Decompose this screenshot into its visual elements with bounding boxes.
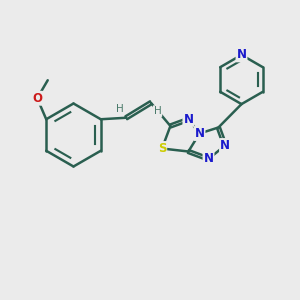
Text: N: N bbox=[183, 113, 194, 126]
Text: H: H bbox=[154, 106, 161, 116]
Text: N: N bbox=[203, 152, 214, 166]
Text: N: N bbox=[194, 127, 205, 140]
Text: N: N bbox=[220, 139, 230, 152]
Text: N: N bbox=[236, 48, 247, 62]
Text: O: O bbox=[32, 92, 42, 105]
Text: S: S bbox=[158, 142, 166, 155]
Text: H: H bbox=[116, 104, 124, 114]
